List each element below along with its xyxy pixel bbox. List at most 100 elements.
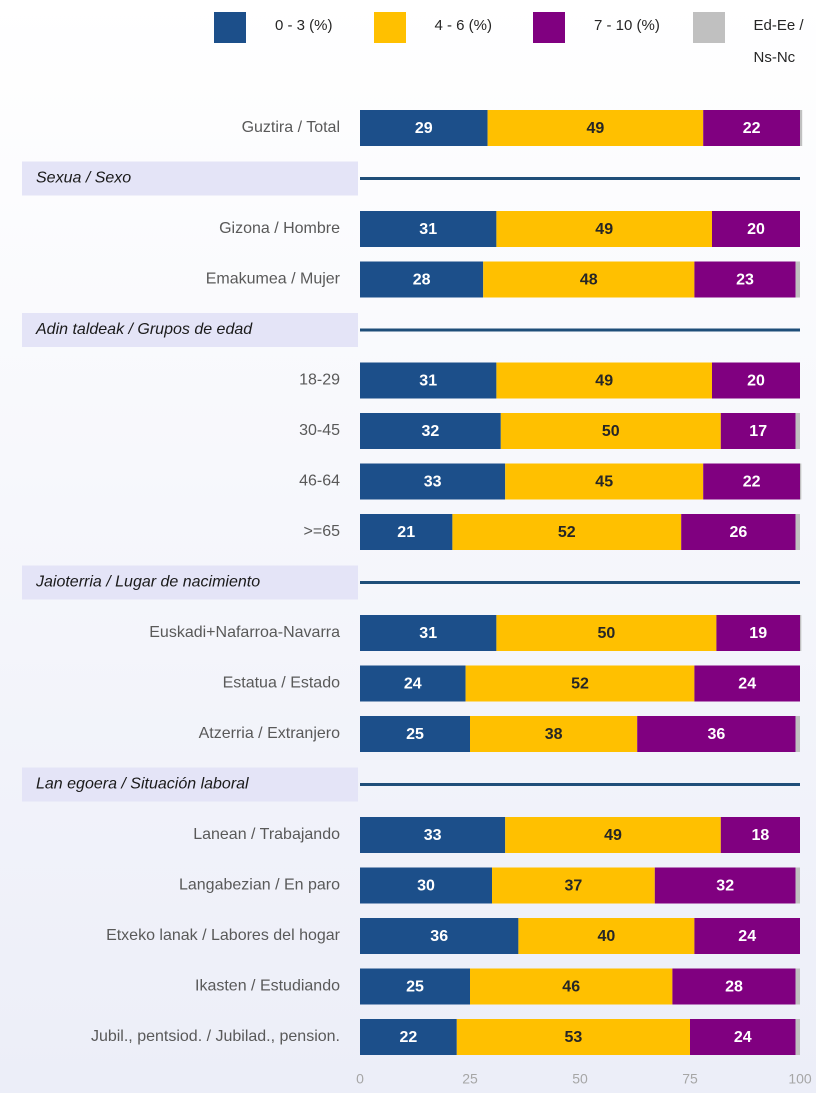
bar-segment xyxy=(654,867,796,904)
category-label: Etxeko lanak / Labores del hogar xyxy=(106,927,341,944)
legend-label: 7 - 10 (%) xyxy=(594,17,660,34)
x-tick-label: 25 xyxy=(462,1071,478,1087)
legend-swatch xyxy=(214,12,246,43)
bar-segment xyxy=(800,615,802,651)
bar-segment xyxy=(360,110,488,146)
bar-segment xyxy=(795,261,800,298)
legend-swatch xyxy=(533,12,565,43)
section-band xyxy=(22,313,358,347)
bar-segment xyxy=(681,514,796,550)
bar-segment xyxy=(360,867,492,904)
value-label: 28 xyxy=(725,979,743,996)
bar-segment xyxy=(360,413,501,449)
bar-segment xyxy=(712,362,800,399)
value-label: 24 xyxy=(734,1029,752,1046)
value-label: 49 xyxy=(595,373,613,390)
legend-label: 0 - 3 (%) xyxy=(275,17,333,34)
value-label: 49 xyxy=(604,827,622,844)
value-label: 45 xyxy=(595,474,613,491)
value-label: 18 xyxy=(752,827,770,844)
bar-segment xyxy=(360,211,497,247)
bar-segment xyxy=(360,362,497,399)
bar-segment xyxy=(360,968,470,1005)
value-label: 20 xyxy=(747,373,765,390)
category-label: Euskadi+Nafarroa-Navarra xyxy=(149,624,340,641)
value-label: 38 xyxy=(545,726,563,743)
bar-segment xyxy=(496,615,717,651)
category-label: Langabezian / En paro xyxy=(179,877,340,894)
bar-segment xyxy=(720,817,800,853)
value-label: 24 xyxy=(738,676,756,693)
x-tick-label: 0 xyxy=(356,1071,364,1087)
bar-segment xyxy=(360,261,484,298)
value-label: 29 xyxy=(415,120,433,137)
value-label: 49 xyxy=(595,221,613,238)
bar-segment xyxy=(500,413,721,449)
bar-segment xyxy=(360,716,470,752)
bar-segment xyxy=(795,514,800,550)
value-label: 37 xyxy=(565,878,583,895)
value-label: 31 xyxy=(419,373,437,390)
section-band xyxy=(22,161,358,196)
bar-segment xyxy=(518,918,695,954)
value-label: 49 xyxy=(587,120,605,137)
bar-segment xyxy=(483,261,695,298)
category-label: 18-29 xyxy=(299,372,340,389)
bar-segment xyxy=(505,463,704,500)
value-label: 24 xyxy=(738,928,756,945)
bar-segment xyxy=(703,110,800,146)
value-label: 36 xyxy=(708,726,726,743)
bar-segment xyxy=(456,1019,690,1055)
section-band xyxy=(22,767,358,802)
bar-segment xyxy=(487,110,704,146)
section-band xyxy=(22,565,358,600)
value-label: 19 xyxy=(749,625,767,642)
value-label: 31 xyxy=(419,625,437,642)
value-label: 22 xyxy=(400,1029,418,1046)
bar-segment xyxy=(795,716,800,752)
bar-segment xyxy=(690,1019,796,1055)
bar-segment xyxy=(470,968,673,1005)
bar-segment xyxy=(496,362,712,399)
value-label: 22 xyxy=(743,120,761,137)
value-label: 25 xyxy=(406,726,424,743)
category-label: Atzerria / Extranjero xyxy=(199,725,340,742)
bar-segment xyxy=(795,867,800,904)
bar-segment xyxy=(800,463,802,500)
bar-segment xyxy=(800,110,803,146)
category-label: Guztira / Total xyxy=(242,119,340,136)
value-label: 21 xyxy=(397,524,415,541)
bar-segment xyxy=(360,514,453,550)
value-label: 23 xyxy=(736,272,754,289)
bar-segment xyxy=(452,514,682,550)
bar-segment xyxy=(703,463,800,500)
value-label: 24 xyxy=(404,676,422,693)
category-label: >=65 xyxy=(304,523,341,540)
value-label: 40 xyxy=(598,928,616,945)
bar-segment xyxy=(672,968,796,1005)
bar-segment xyxy=(694,261,796,298)
x-tick-label: 50 xyxy=(572,1071,588,1087)
section-label: Sexua / Sexo xyxy=(36,170,131,187)
category-label: Gizona / Hombre xyxy=(219,220,340,237)
value-label: 36 xyxy=(430,928,448,945)
bar-segment xyxy=(492,867,655,904)
bar-segment xyxy=(716,615,800,651)
legend-swatch xyxy=(692,12,725,43)
category-label: Emakumea / Mujer xyxy=(206,271,341,288)
value-label: 28 xyxy=(413,272,431,289)
x-tick-label: 75 xyxy=(682,1071,698,1087)
value-label: 48 xyxy=(580,272,598,289)
x-tick-label: 100 xyxy=(788,1071,812,1087)
bar-segment xyxy=(360,665,466,702)
bar-segment xyxy=(360,817,506,853)
value-label: 22 xyxy=(743,474,761,491)
category-label: 46-64 xyxy=(299,473,340,490)
bar-segment xyxy=(694,665,800,702)
bar-segment xyxy=(360,463,506,500)
value-label: 32 xyxy=(422,423,440,440)
value-label: 31 xyxy=(419,221,437,238)
bar-segment xyxy=(795,413,800,449)
value-label: 20 xyxy=(747,221,765,238)
